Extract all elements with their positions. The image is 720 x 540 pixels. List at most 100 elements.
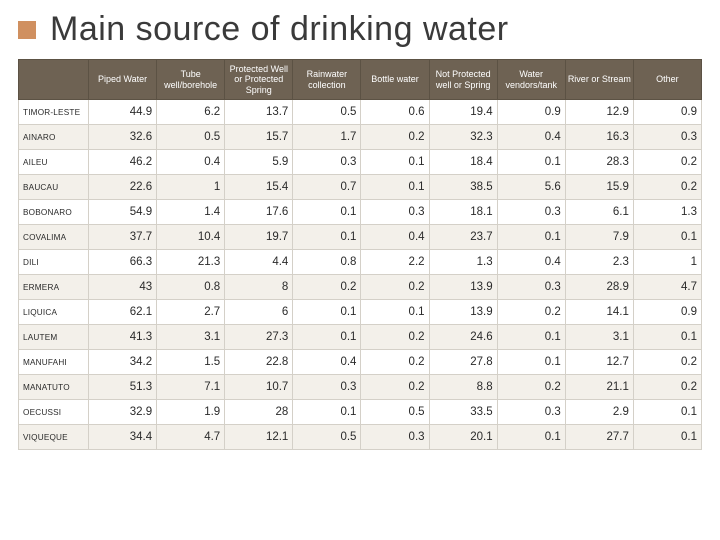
water-source-table: Piped WaterTube well/boreholeProtected W… (18, 59, 702, 450)
value-cell: 5.9 (225, 150, 293, 175)
value-cell: 54.9 (89, 200, 157, 225)
value-cell: 12.9 (565, 100, 633, 125)
value-cell: 46.2 (89, 150, 157, 175)
column-header (19, 60, 89, 100)
value-cell: 37.7 (89, 225, 157, 250)
value-cell: 0.2 (633, 350, 701, 375)
value-cell: 0.1 (497, 350, 565, 375)
row-label: BAUCAU (19, 175, 89, 200)
row-label: AILEU (19, 150, 89, 175)
column-header: Tube well/borehole (157, 60, 225, 100)
row-label: LIQUICA (19, 300, 89, 325)
value-cell: 2.2 (361, 250, 429, 275)
value-cell: 15.9 (565, 175, 633, 200)
value-cell: 32.6 (89, 125, 157, 150)
value-cell: 43 (89, 275, 157, 300)
value-cell: 24.6 (429, 325, 497, 350)
value-cell: 13.7 (225, 100, 293, 125)
value-cell: 0.4 (497, 250, 565, 275)
value-cell: 6 (225, 300, 293, 325)
row-label: BOBONARO (19, 200, 89, 225)
row-label: OECUSSI (19, 400, 89, 425)
value-cell: 0.3 (293, 375, 361, 400)
value-cell: 14.1 (565, 300, 633, 325)
value-cell: 34.4 (89, 425, 157, 450)
value-cell: 0.2 (361, 375, 429, 400)
value-cell: 20.1 (429, 425, 497, 450)
value-cell: 0.4 (361, 225, 429, 250)
table-row: DILI66.321.34.40.82.21.30.42.31 (19, 250, 702, 275)
value-cell: 0.3 (497, 200, 565, 225)
value-cell: 12.7 (565, 350, 633, 375)
value-cell: 0.6 (361, 100, 429, 125)
value-cell: 0.7 (293, 175, 361, 200)
value-cell: 0.3 (361, 425, 429, 450)
value-cell: 18.1 (429, 200, 497, 225)
value-cell: 2.9 (565, 400, 633, 425)
value-cell: 0.2 (497, 375, 565, 400)
value-cell: 19.4 (429, 100, 497, 125)
value-cell: 34.2 (89, 350, 157, 375)
value-cell: 1.3 (633, 200, 701, 225)
value-cell: 0.8 (157, 275, 225, 300)
value-cell: 0.5 (293, 425, 361, 450)
value-cell: 4.4 (225, 250, 293, 275)
value-cell: 22.6 (89, 175, 157, 200)
value-cell: 27.7 (565, 425, 633, 450)
table-row: MANATUTO51.37.110.70.30.28.80.221.10.2 (19, 375, 702, 400)
row-label: MANUFAHI (19, 350, 89, 375)
value-cell: 4.7 (157, 425, 225, 450)
value-cell: 41.3 (89, 325, 157, 350)
table-row: BOBONARO54.91.417.60.10.318.10.36.11.3 (19, 200, 702, 225)
value-cell: 3.1 (565, 325, 633, 350)
value-cell: 27.8 (429, 350, 497, 375)
table-row: LIQUICA62.12.760.10.113.90.214.10.9 (19, 300, 702, 325)
value-cell: 0.5 (361, 400, 429, 425)
value-cell: 8 (225, 275, 293, 300)
row-label: ERMERA (19, 275, 89, 300)
value-cell: 12.1 (225, 425, 293, 450)
value-cell: 2.7 (157, 300, 225, 325)
value-cell: 1 (633, 250, 701, 275)
value-cell: 1.3 (429, 250, 497, 275)
value-cell: 51.3 (89, 375, 157, 400)
value-cell: 13.9 (429, 300, 497, 325)
value-cell: 1.9 (157, 400, 225, 425)
row-label: DILI (19, 250, 89, 275)
value-cell: 28.9 (565, 275, 633, 300)
value-cell: 0.3 (497, 275, 565, 300)
value-cell: 0.2 (361, 275, 429, 300)
value-cell: 8.8 (429, 375, 497, 400)
value-cell: 1.4 (157, 200, 225, 225)
value-cell: 0.2 (633, 375, 701, 400)
value-cell: 0.1 (293, 400, 361, 425)
value-cell: 15.7 (225, 125, 293, 150)
value-cell: 21.3 (157, 250, 225, 275)
value-cell: 6.2 (157, 100, 225, 125)
value-cell: 33.5 (429, 400, 497, 425)
table-row: BAUCAU22.6115.40.70.138.55.615.90.2 (19, 175, 702, 200)
value-cell: 0.1 (497, 225, 565, 250)
value-cell: 0.1 (633, 425, 701, 450)
table-row: AILEU46.20.45.90.30.118.40.128.30.2 (19, 150, 702, 175)
value-cell: 0.9 (497, 100, 565, 125)
column-header: Protected Well or Protected Spring (225, 60, 293, 100)
value-cell: 10.4 (157, 225, 225, 250)
value-cell: 5.6 (497, 175, 565, 200)
value-cell: 17.6 (225, 200, 293, 225)
value-cell: 3.1 (157, 325, 225, 350)
table-row: VIQUEQUE34.44.712.10.50.320.10.127.70.1 (19, 425, 702, 450)
value-cell: 0.9 (633, 300, 701, 325)
value-cell: 7.1 (157, 375, 225, 400)
value-cell: 2.3 (565, 250, 633, 275)
column-header: Piped Water (89, 60, 157, 100)
accent-square (18, 21, 36, 39)
table-row: OECUSSI32.91.9280.10.533.50.32.90.1 (19, 400, 702, 425)
table-row: AINARO32.60.515.71.70.232.30.416.30.3 (19, 125, 702, 150)
value-cell: 0.1 (293, 325, 361, 350)
value-cell: 0.2 (361, 125, 429, 150)
value-cell: 0.2 (633, 175, 701, 200)
value-cell: 62.1 (89, 300, 157, 325)
row-label: LAUTEM (19, 325, 89, 350)
value-cell: 0.4 (497, 125, 565, 150)
